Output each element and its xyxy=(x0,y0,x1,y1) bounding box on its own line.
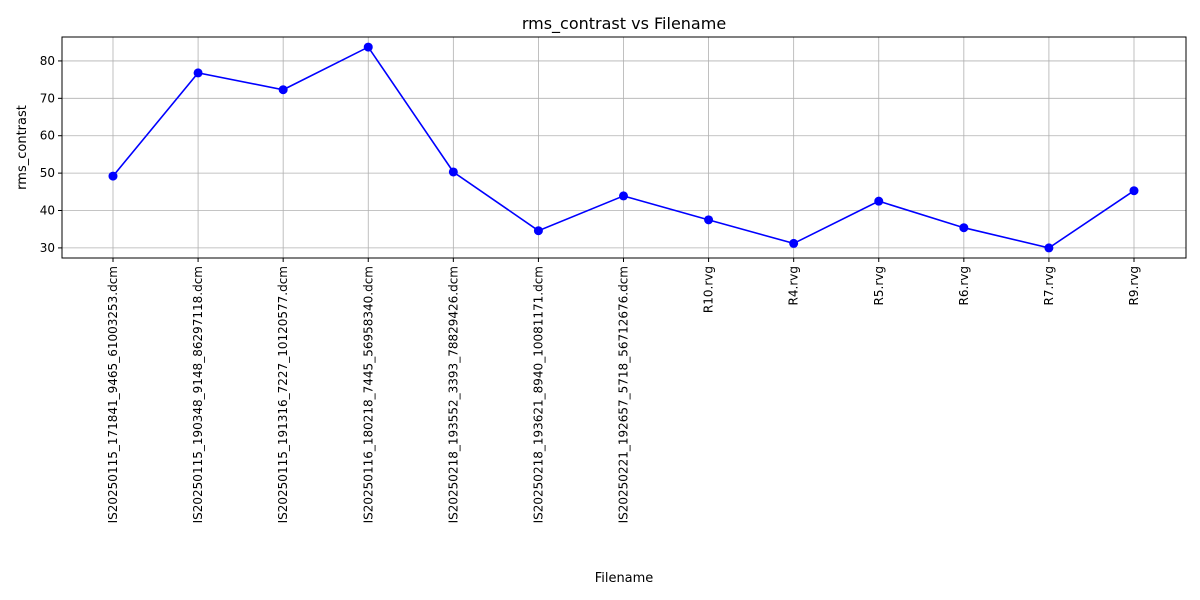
grid-lines xyxy=(62,37,1186,258)
x-tick-label: IS20250116_180218_7445_56958340.dcm xyxy=(361,266,375,523)
data-point xyxy=(278,85,288,95)
x-tick-label: IS20250218_193621_8940_10081171.dcm xyxy=(531,266,545,523)
y-tick-label: 50 xyxy=(40,166,55,180)
x-tick-label: R7.rvg xyxy=(1042,266,1056,305)
x-tick-label: IS20250115_190348_9148_86297118.dcm xyxy=(191,266,205,523)
data-point xyxy=(1129,186,1139,196)
x-tick-label: R5.rvg xyxy=(872,266,886,305)
x-tick-label: R9.rvg xyxy=(1127,266,1141,305)
data-point xyxy=(448,167,458,177)
axis-ticks: IS20250115_171841_9465_61003253.dcm IS202… xyxy=(40,54,1141,523)
series-layer xyxy=(108,42,1139,253)
data-point xyxy=(108,171,118,181)
y-axis-label: rms_contrast xyxy=(15,105,30,190)
data-point xyxy=(193,68,203,78)
data-point xyxy=(704,215,714,225)
x-tick-label: R6.rvg xyxy=(957,266,971,305)
y-tick-label: 30 xyxy=(40,241,55,255)
plot-frame xyxy=(61,36,1187,259)
x-tick-label: IS20250218_193552_3393_78829426.dcm xyxy=(446,266,460,523)
x-axis-label: Filename xyxy=(595,571,654,586)
chart-title: rms_contrast vs Filename xyxy=(522,14,726,34)
data-point xyxy=(619,191,628,201)
y-tick-label: 40 xyxy=(40,204,55,218)
data-point xyxy=(959,223,969,233)
x-tick-label: IS20250115_171841_9465_61003253.dcm xyxy=(106,266,120,523)
data-point xyxy=(1044,243,1054,253)
y-tick-label: 70 xyxy=(40,91,55,105)
x-tick-label: IS20250221_192657_5718_56712676.dcm xyxy=(617,266,631,523)
data-point xyxy=(363,42,373,52)
data-point xyxy=(874,196,884,206)
y-tick-label: 60 xyxy=(40,129,55,143)
data-point xyxy=(533,226,543,236)
data-point xyxy=(789,238,799,248)
x-tick-label: IS20250115_191316_7227_10120577.dcm xyxy=(276,266,290,523)
x-tick-label: R4.rvg xyxy=(787,266,801,305)
x-tick-label: R10.rvg xyxy=(702,266,716,313)
y-tick-label: 80 xyxy=(40,54,55,68)
